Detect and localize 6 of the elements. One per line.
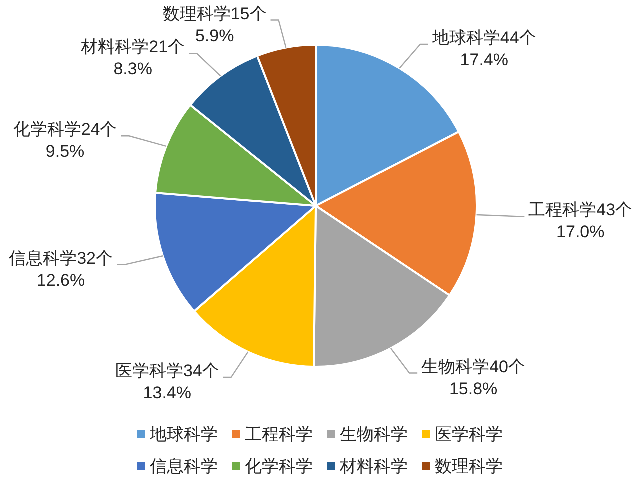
legend-label: 数理科学 — [435, 457, 503, 476]
legend-label: 化学科学 — [245, 457, 313, 476]
legend-label: 信息科学 — [150, 457, 218, 476]
legend-label: 生物科学 — [340, 425, 408, 444]
legend-label: 工程科学 — [245, 425, 313, 444]
legend-label: 医学科学 — [435, 425, 503, 444]
